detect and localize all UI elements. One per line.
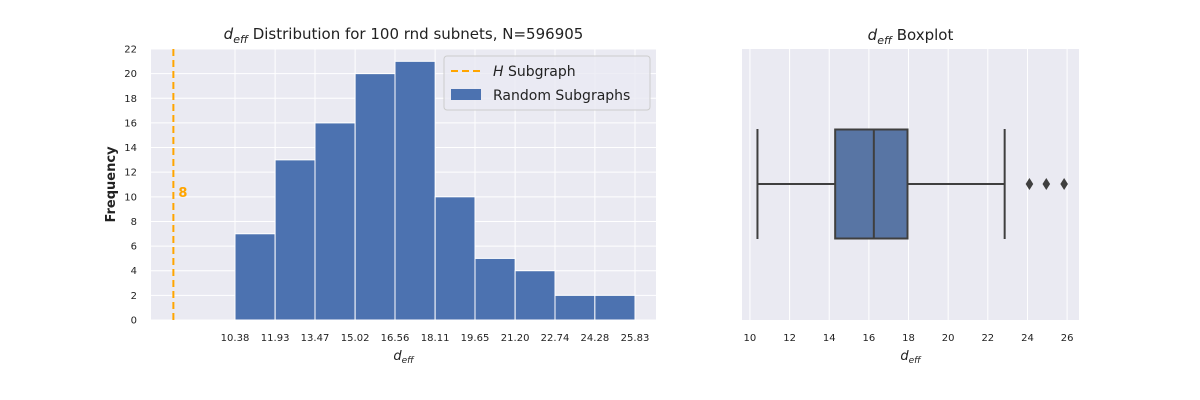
boxplot-xtick-label: 16 <box>863 333 876 344</box>
histogram-panel: 0 2 4 6 8 10 12 14 16 18 20 22 10.38 11.93 13.47 15.02 1… <box>104 25 656 366</box>
boxplot-xtick-label: 12 <box>783 333 796 344</box>
histogram-xtick-label: 19.65 <box>461 333 490 344</box>
boxplot-xtick-label: 10 <box>744 333 757 344</box>
histogram-ytick-label: 10 <box>124 192 137 203</box>
histogram-ytick-label: 22 <box>124 45 137 56</box>
boxplot-title: deff Boxplot <box>868 26 954 47</box>
boxplot-xtick-label: 24 <box>1021 333 1034 344</box>
boxplot-xtick-label: 20 <box>942 333 955 344</box>
histogram-ytick-label: 16 <box>124 118 137 129</box>
histogram-ytick-label: 8 <box>131 217 137 228</box>
boxplot-xtick-label: 26 <box>1061 333 1074 344</box>
histogram-xtick-label: 21.20 <box>501 333 530 344</box>
boxplot-outlier <box>1060 178 1068 190</box>
boxplot-panel: 10 12 14 16 18 20 22 24 26 deff Boxplot deff <box>742 26 1079 366</box>
histogram-xtick-label: 11.93 <box>261 333 290 344</box>
histogram-ytick-label: 0 <box>131 316 137 327</box>
histogram-bar <box>434 196 476 321</box>
histogram-xtick-label: 13.47 <box>301 333 330 344</box>
histogram-bar <box>314 122 356 321</box>
histogram-bar <box>354 73 396 321</box>
boxplot-xlabel: deff <box>900 349 922 366</box>
boxplot-outlier <box>1025 178 1034 190</box>
histogram-ylabel: Frequency <box>104 146 119 223</box>
histogram-ytick-label: 2 <box>131 291 137 302</box>
histogram-xtick-label: 18.11 <box>421 333 450 344</box>
histogram-xtick-label: 22.74 <box>541 333 570 344</box>
boxplot-outlier <box>1042 178 1051 190</box>
histogram-bar <box>514 270 556 321</box>
histogram-bar <box>234 233 276 321</box>
histogram-bar <box>274 159 316 321</box>
histogram-ytick-label: 4 <box>131 266 137 277</box>
histogram-ytick-label: 18 <box>124 94 137 105</box>
boxplot-xtick-label: 22 <box>981 333 994 344</box>
legend: H Subgraph Random Subgraphs <box>443 55 651 111</box>
boxplot-xtick-label: 18 <box>902 333 915 344</box>
histogram-xtick-label: 10.38 <box>221 333 250 344</box>
histogram-bar <box>554 294 596 321</box>
boxplot-xtick-label: 14 <box>823 333 836 344</box>
legend-patch-swatch <box>451 89 481 100</box>
legend-label-h-subgraph: H Subgraph <box>493 64 576 80</box>
histogram-ytick-label: 14 <box>124 143 137 154</box>
histogram-xtick-label: 24.28 <box>581 333 610 344</box>
histogram-ytick-label: 6 <box>131 242 137 253</box>
histogram-ytick-label: 20 <box>124 69 137 80</box>
boxplot-box <box>834 128 909 240</box>
histogram-xlabel: deff <box>393 349 415 366</box>
legend-box <box>443 55 651 111</box>
histogram-xtick-label: 25.83 <box>621 333 650 344</box>
reference-line-label: 8 <box>178 186 187 201</box>
histogram-bar <box>394 60 436 321</box>
histogram-xtick-label: 15.02 <box>341 333 370 344</box>
histogram-xtick-label: 16.56 <box>381 333 410 344</box>
histogram-ytick-label: 12 <box>124 168 137 179</box>
histogram-title: deff Distribution for 100 rnd subnets, N… <box>224 25 584 46</box>
histogram-bar <box>474 257 516 321</box>
histogram-bar <box>594 294 636 321</box>
legend-label-random-subgraphs: Random Subgraphs <box>493 88 630 104</box>
